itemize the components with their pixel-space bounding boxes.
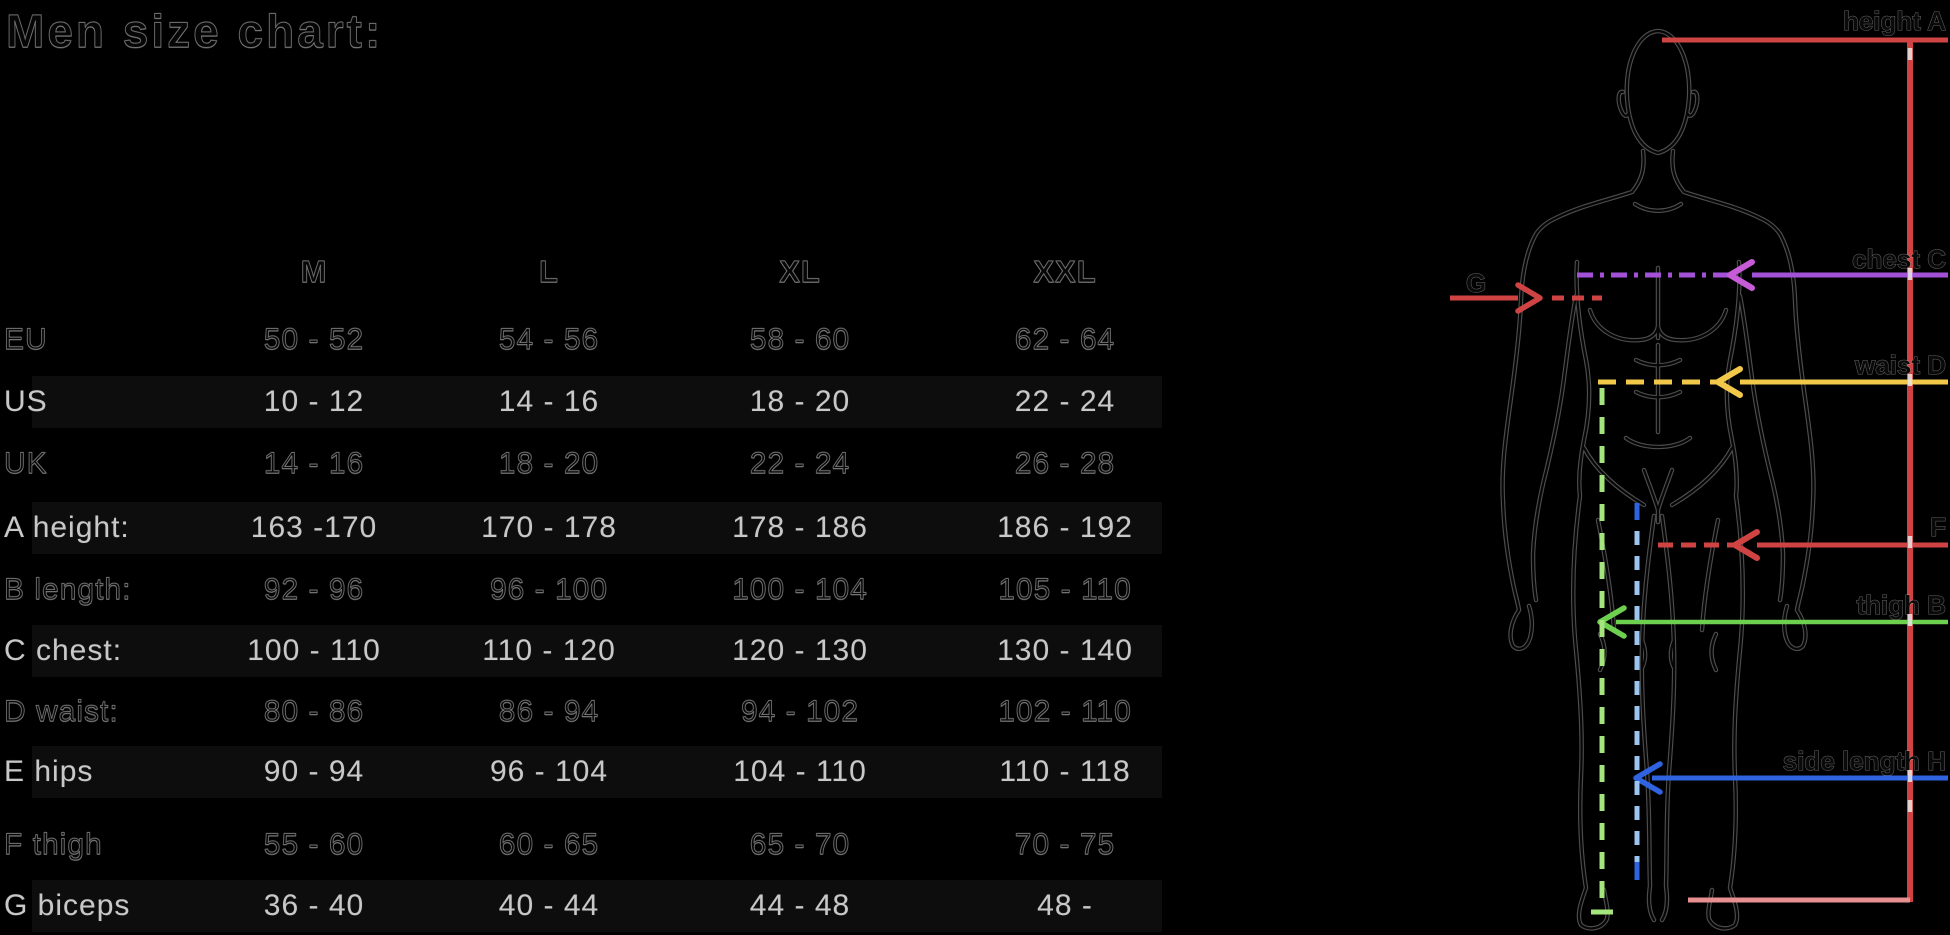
- biceps-arrow-icon: [1515, 282, 1543, 314]
- row-label: F thigh: [4, 828, 103, 862]
- crotch-arrow-icon: [1732, 529, 1760, 561]
- row-stripe: [32, 625, 1162, 677]
- size-cell: 105 - 110: [998, 573, 1132, 607]
- size-cell: 110 - 118: [999, 755, 1131, 788]
- size-cell: 18 - 20: [498, 447, 600, 481]
- row-stripe: [32, 746, 1162, 798]
- row-label: C chest:: [4, 634, 123, 667]
- size-cell: 58 - 60: [749, 323, 851, 357]
- size-cell: 96 - 100: [489, 573, 609, 607]
- size-cell: 102 - 110: [998, 695, 1132, 729]
- size-cell: 96 - 104: [489, 755, 609, 788]
- row-label: E hips: [4, 755, 94, 788]
- column-header-l: L: [539, 254, 559, 290]
- size-cell: 50 - 52: [263, 323, 365, 357]
- size-cell: 80 - 86: [263, 695, 365, 729]
- size-cell: 65 - 70: [749, 828, 851, 862]
- size-cell: 104 - 110: [733, 755, 867, 788]
- row-label: B length:: [3, 573, 132, 607]
- size-cell: 62 - 64: [1014, 323, 1116, 357]
- size-cell: 110 - 120: [482, 634, 616, 667]
- size-cell: 48 -: [1037, 889, 1093, 922]
- size-cell: 92 - 96: [263, 573, 365, 607]
- size-cell: 36 - 40: [263, 889, 365, 922]
- row-stripe: [32, 376, 1162, 428]
- size-cell: 54 - 56: [498, 323, 600, 357]
- size-cell: 44 - 48: [749, 889, 851, 922]
- size-cell: 70 - 75: [1014, 828, 1116, 862]
- label-waist-d: waist D: [1854, 350, 1946, 380]
- size-cell: 100 - 110: [247, 634, 381, 667]
- size-cell: 94 - 102: [740, 695, 860, 729]
- size-cell: 55 - 60: [263, 828, 365, 862]
- row-label: D waist:: [4, 695, 119, 729]
- row-stripe: [32, 880, 1162, 932]
- size-cell: 100 - 104: [732, 573, 868, 607]
- label-side-length-h: side length H: [1783, 746, 1946, 776]
- label-height-a: height A: [1843, 6, 1946, 36]
- label-thigh-b: thigh B: [1856, 590, 1946, 620]
- row-label: EU: [4, 323, 48, 357]
- size-cell: 90 - 94: [263, 755, 365, 788]
- size-cell: 22 - 24: [749, 447, 851, 481]
- size-cell: 18 - 20: [749, 385, 851, 418]
- size-cell: 26 - 28: [1014, 447, 1116, 481]
- size-cell: 40 - 44: [498, 889, 600, 922]
- row-label: A height:: [4, 511, 130, 544]
- column-header-xl: XL: [779, 254, 821, 290]
- label-crotch-f: F: [1930, 512, 1946, 542]
- waist-arrow-icon: [1715, 366, 1743, 398]
- size-cell: 14 - 16: [263, 447, 365, 481]
- row-label: UK: [4, 447, 48, 481]
- size-cell: 120 - 130: [732, 634, 868, 667]
- size-cell: 60 - 65: [498, 828, 600, 862]
- size-cell: 86 - 94: [498, 695, 600, 729]
- page-title: Men size chart:: [5, 5, 384, 58]
- chest-arrow-icon: [1727, 259, 1755, 291]
- size-cell: 14 - 16: [498, 385, 600, 418]
- label-biceps-g: G: [1466, 268, 1486, 298]
- row-label: US: [4, 385, 48, 418]
- size-cell: 186 - 192: [997, 511, 1133, 544]
- row-stripe: [32, 502, 1162, 554]
- column-header-m: M: [300, 254, 328, 290]
- size-cell: 170 - 178: [481, 511, 617, 544]
- size-cell: 130 - 140: [997, 634, 1133, 667]
- body-measurement-diagram: height A chest C waist D F thigh B side …: [1450, 6, 1948, 935]
- size-cell: 163 -170: [250, 511, 378, 544]
- column-header-xxl: XXL: [1033, 254, 1097, 290]
- side-length-arrow-icon: [1633, 761, 1663, 795]
- label-chest-c: chest C: [1852, 244, 1946, 274]
- size-cell: 10 - 12: [263, 385, 365, 418]
- size-cell: 22 - 24: [1014, 385, 1116, 418]
- size-cell: 178 - 186: [732, 511, 868, 544]
- row-label: G biceps: [4, 889, 131, 922]
